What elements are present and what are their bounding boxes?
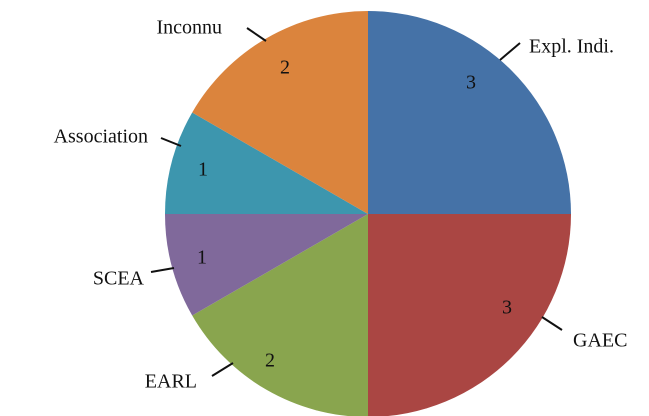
category-label-gaec: GAEC — [573, 330, 627, 352]
pie-slice-inconnu — [192, 11, 368, 214]
slice-value-label-earl: 2 — [265, 350, 275, 372]
leader-line-earl — [211, 362, 234, 377]
leader-line-inconnu — [246, 27, 267, 42]
leader-line-gaec — [541, 316, 563, 331]
slice-value-label-expl-indi: 3 — [466, 72, 476, 94]
category-labels: Expl. Indi. GAEC EARL SCEA Association Inconn… — [54, 17, 628, 393]
category-label-inconnu: Inconnu — [156, 17, 222, 39]
category-label-association: Association — [54, 126, 148, 148]
slice-value-label-inconnu: 2 — [280, 57, 290, 79]
pie-slices — [165, 11, 571, 416]
leader-lines — [150, 27, 563, 377]
category-label-scea: SCEA — [93, 268, 145, 290]
pie-slice-gaec — [368, 214, 571, 416]
pie-slice-association — [165, 112, 368, 214]
pie-slice-scea — [165, 214, 368, 316]
slice-value-label-gaec: 3 — [502, 297, 512, 319]
leader-line-association — [160, 137, 182, 147]
pie-slice-expl-indi — [368, 11, 571, 214]
category-label-expl-indi: Expl. Indi. — [529, 36, 614, 58]
slice-value-labels: 3 3 2 1 1 2 — [197, 57, 512, 372]
leader-line-scea — [150, 267, 175, 273]
slice-value-label-scea: 1 — [197, 247, 207, 269]
slice-value-label-association: 1 — [198, 159, 208, 181]
leader-line-expl-indi — [499, 42, 521, 61]
category-label-earl: EARL — [145, 371, 197, 393]
pie-slice-earl — [192, 214, 368, 416]
